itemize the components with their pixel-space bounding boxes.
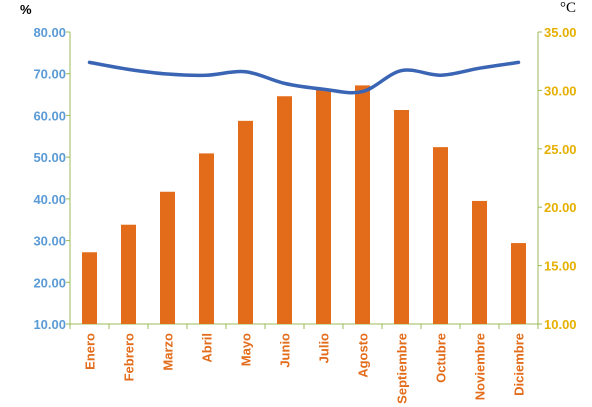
- bar-agosto: [355, 85, 370, 324]
- right-axis-tick-label: 15.00: [544, 259, 577, 274]
- x-axis-label-junio: Junio: [278, 333, 293, 368]
- bar-julio: [316, 89, 331, 325]
- left-axis-tick-label: 50.00: [33, 150, 66, 165]
- left-axis-tick-label: 80.00: [33, 25, 66, 40]
- bar-noviembre: [472, 200, 487, 324]
- bar-octubre: [433, 147, 448, 324]
- left-axis-tick-label: 30.00: [33, 234, 66, 249]
- bar-enero: [82, 252, 97, 324]
- x-axis-label-octubre: Octubre: [434, 333, 449, 383]
- x-axis-label-diciembre: Diciembre: [512, 333, 527, 396]
- right-axis-tick-label: 20.00: [544, 200, 577, 215]
- x-axis-label-marzo: Marzo: [161, 333, 176, 371]
- bar-mayo: [238, 120, 253, 324]
- bar-marzo: [160, 191, 175, 324]
- bar-abril: [199, 153, 214, 324]
- x-axis-label-mayo: Mayo: [239, 333, 254, 366]
- bar-diciembre: [511, 243, 526, 324]
- x-axis-label-abril: Abril: [200, 333, 215, 363]
- bar-septiembre: [394, 110, 409, 325]
- left-axis-unit: %: [20, 2, 32, 17]
- x-axis-label-enero: Enero: [83, 333, 98, 370]
- left-axis-tick-label: 40.00: [33, 192, 66, 207]
- right-axis-tick-label: 35.00: [544, 25, 577, 40]
- right-axis-tick-label: 30.00: [544, 83, 577, 98]
- x-axis-label-septiembre: Septiembre: [395, 333, 410, 404]
- x-axis-label-julio: Julio: [317, 333, 332, 363]
- x-axis-label-febrero: Febrero: [122, 333, 137, 381]
- bar-febrero: [121, 224, 136, 324]
- x-axis-label-agosto: Agosto: [356, 333, 371, 378]
- left-axis-tick-label: 60.00: [33, 108, 66, 123]
- x-axis-label-noviembre: Noviembre: [473, 333, 488, 400]
- right-axis-tick-label: 25.00: [544, 142, 577, 157]
- left-axis-tick-label: 20.00: [33, 275, 66, 290]
- bar-junio: [277, 96, 292, 325]
- temperature-line: [87, 60, 521, 95]
- right-axis-unit: °C: [560, 0, 577, 16]
- left-axis-tick-label: 10.00: [33, 317, 66, 332]
- right-axis-tick-label: 10.00: [544, 317, 577, 332]
- left-axis-tick-label: 70.00: [33, 67, 66, 82]
